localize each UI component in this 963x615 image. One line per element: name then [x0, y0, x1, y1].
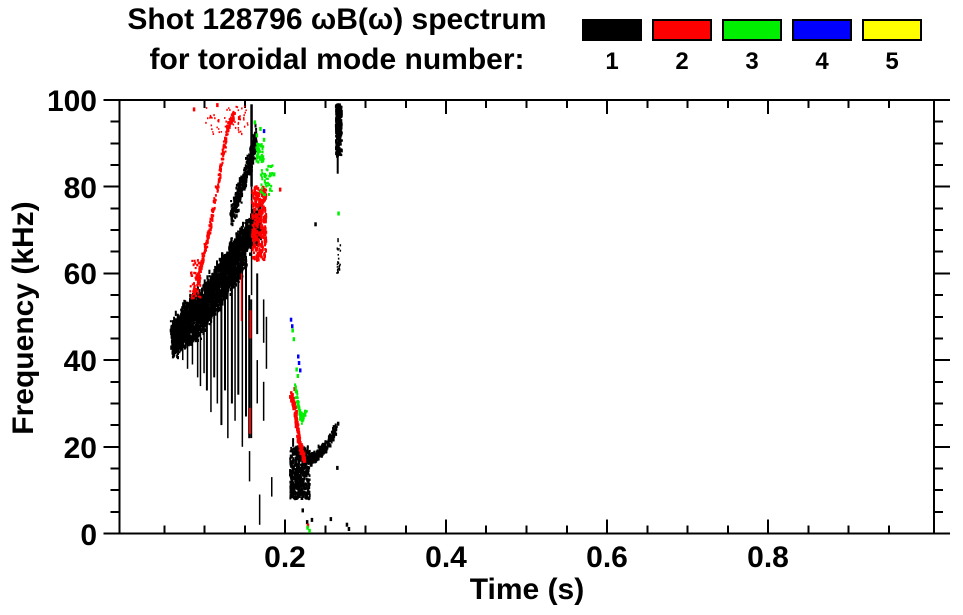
y-tick-label: 60	[63, 258, 97, 291]
series-n3-points	[253, 120, 340, 533]
legend-swatch-n1	[582, 19, 642, 41]
x-tick-label: 0.2	[264, 541, 306, 574]
legend-entry-n2: 2	[652, 19, 712, 74]
x-axis-title: Time (s)	[469, 573, 585, 606]
series-n1-points	[169, 103, 351, 531]
legend-swatch-n5	[862, 19, 922, 41]
x-tick-label: 0.6	[586, 541, 628, 574]
legend-entry-n3: 3	[722, 19, 782, 74]
legend-label: 5	[885, 48, 899, 75]
legend-swatch-n2	[652, 19, 712, 41]
x-tick-label: 0.4	[425, 541, 467, 574]
legend-label: 4	[815, 48, 829, 75]
mode-legend: 1 2 3 4 5	[582, 19, 922, 74]
y-tick-label: 20	[63, 432, 97, 465]
legend-label: 3	[745, 48, 759, 75]
y-tick-label: 100	[46, 85, 97, 118]
y-tick-label: 80	[63, 172, 97, 205]
chart-title-line2: for toroidal mode number:	[149, 43, 525, 76]
y-tick-label: 40	[63, 345, 97, 378]
legend-swatch-n4	[792, 19, 852, 41]
legend-entry-n4: 4	[792, 19, 852, 74]
chart-title-line1: Shot 128796 ωB(ω) spectrum	[127, 3, 547, 36]
legend-swatch-n3	[722, 19, 782, 41]
legend-label: 1	[605, 48, 619, 75]
legend-entry-n5: 5	[862, 19, 922, 74]
axes-frame-and-ticks	[103, 99, 950, 535]
y-tick-label: 0	[80, 519, 97, 552]
series-n2-points	[189, 103, 310, 528]
legend-entry-n1: 1	[582, 19, 642, 74]
x-tick-label: 0.8	[747, 541, 789, 574]
legend-label: 2	[675, 48, 689, 75]
series-n4-points	[262, 129, 302, 373]
